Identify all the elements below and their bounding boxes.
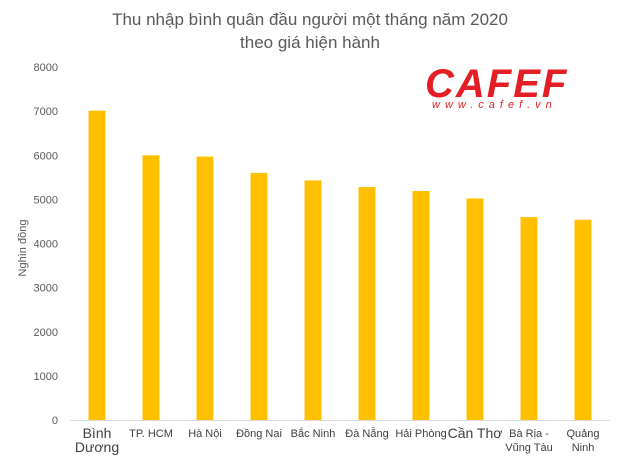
x-tick-label: Bình [83, 425, 112, 441]
bar [574, 219, 592, 420]
logo-url: www.cafef.vn [432, 99, 557, 111]
bars [88, 110, 592, 421]
chart-title-line-1: Thu nhập bình quân đầu người một tháng n… [112, 10, 508, 29]
x-tick-label: Quảng [566, 428, 599, 440]
x-tick-label: Hải Phòng [395, 428, 446, 440]
x-tick-label: Cần Thơ [448, 425, 503, 441]
chart-title-line-2: theo giá hiện hành [240, 33, 380, 52]
y-axis: 0 1000 2000 3000 4000 5000 6000 7000 8000 [34, 62, 58, 427]
x-tick-label: Bà Rịa - [509, 428, 549, 440]
y-tick-label: 2000 [34, 327, 58, 339]
y-tick-label: 4000 [34, 239, 58, 251]
bar [304, 180, 322, 420]
x-tick-label: Hà Nội [188, 428, 222, 440]
bar [196, 156, 214, 421]
x-tick-label: Đồng Nai [236, 428, 282, 440]
x-tick-label: Bắc Ninh [291, 427, 336, 440]
y-tick-label: 1000 [34, 371, 58, 383]
bar [466, 198, 484, 420]
x-tick-label: Dương [75, 439, 119, 455]
y-tick-label: 5000 [34, 194, 58, 206]
x-tick-label: Vũng Tàu [505, 442, 553, 454]
y-tick-label: 7000 [34, 106, 58, 118]
y-tick-label: 6000 [34, 150, 58, 162]
y-tick-label: 3000 [34, 283, 58, 295]
chart-title: Thu nhập bình quân đầu người một tháng n… [0, 8, 620, 54]
cafef-logo: CAFEF www.cafef.vn [425, 62, 568, 111]
bar [358, 187, 376, 420]
x-tick-label: Ninh [572, 442, 595, 454]
bar [412, 190, 430, 420]
bar [520, 217, 538, 420]
x-tick-label: TP. HCM [129, 428, 173, 440]
y-axis-label: Nghìn đồng [17, 220, 29, 277]
x-tick-label: Đà Nẵng [345, 427, 388, 440]
y-tick-label: 8000 [34, 62, 58, 74]
bar [88, 110, 106, 420]
logo-wordmark: CAFEF [425, 62, 568, 106]
bar [142, 155, 160, 420]
y-tick-label: 0 [52, 415, 58, 427]
bar [250, 172, 268, 420]
